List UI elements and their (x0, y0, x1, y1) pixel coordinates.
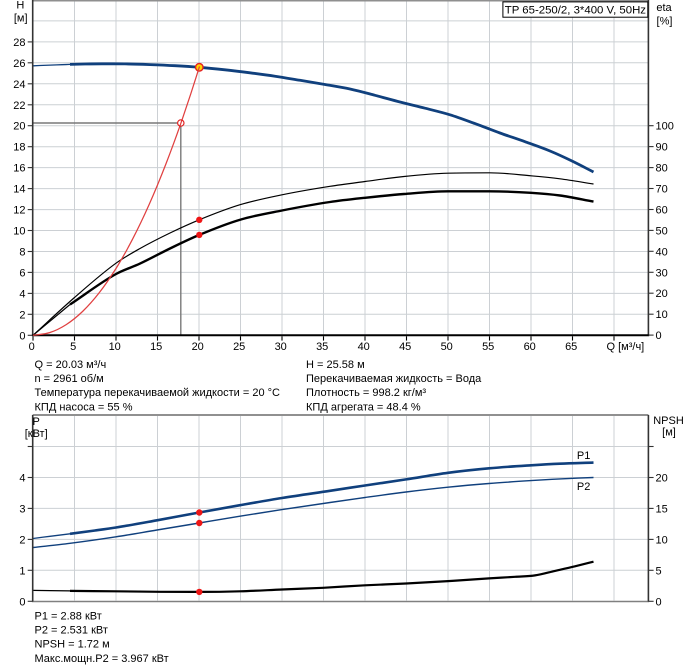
svg-text:60: 60 (656, 205, 668, 217)
svg-text:28: 28 (13, 37, 25, 49)
svg-text:40: 40 (656, 246, 668, 258)
svg-text:0: 0 (29, 341, 35, 353)
svg-text:NPSH: NPSH (653, 415, 684, 427)
svg-text:100: 100 (656, 121, 674, 133)
svg-text:TP 65-250/2, 3*400 V, 50Hz: TP 65-250/2, 3*400 V, 50Hz (505, 5, 647, 17)
svg-text:4: 4 (19, 473, 25, 485)
svg-text:10: 10 (656, 534, 668, 546)
svg-text:0: 0 (656, 330, 662, 342)
svg-text:55: 55 (482, 341, 494, 353)
svg-text:20: 20 (13, 121, 25, 133)
svg-text:P1 = 2.88 кВт: P1 = 2.88 кВт (35, 611, 102, 623)
svg-text:NPSH = 1.72 м: NPSH = 1.72 м (35, 639, 110, 651)
svg-text:H: H (16, 0, 24, 12)
svg-text:1: 1 (19, 565, 25, 577)
svg-text:20: 20 (192, 341, 204, 353)
svg-text:2: 2 (19, 309, 25, 321)
svg-text:35: 35 (316, 341, 328, 353)
svg-text:12: 12 (13, 205, 25, 217)
svg-text:14: 14 (13, 184, 25, 196)
svg-text:КПД агрегата = 48.4 %: КПД агрегата = 48.4 % (306, 401, 421, 413)
svg-text:[м]: [м] (14, 13, 28, 25)
svg-text:50: 50 (656, 225, 668, 237)
svg-text:Плотность = 998.2 кг/м³: Плотность = 998.2 кг/м³ (306, 387, 426, 399)
svg-text:30: 30 (275, 341, 287, 353)
svg-text:P: P (33, 416, 40, 428)
svg-text:4: 4 (19, 288, 25, 300)
svg-text:16: 16 (13, 163, 25, 175)
svg-text:45: 45 (399, 341, 411, 353)
svg-text:Q [м³/ч]: Q [м³/ч] (607, 341, 645, 353)
svg-text:H = 25.58 м: H = 25.58 м (306, 359, 365, 371)
svg-text:P2: P2 (577, 481, 590, 493)
svg-text:25: 25 (233, 341, 245, 353)
svg-text:15: 15 (656, 503, 668, 515)
svg-text:90: 90 (656, 142, 668, 154)
svg-text:50: 50 (441, 341, 453, 353)
svg-text:10: 10 (656, 309, 668, 321)
svg-text:Перекачиваемая жидкость = Вода: Перекачиваемая жидкость = Вода (306, 373, 482, 385)
svg-text:60: 60 (524, 341, 536, 353)
svg-text:20: 20 (656, 473, 668, 485)
svg-text:КПД насоса = 55 %: КПД насоса = 55 % (35, 401, 133, 413)
svg-text:18: 18 (13, 142, 25, 154)
svg-text:[кВт]: [кВт] (25, 428, 48, 440)
svg-text:70: 70 (656, 184, 668, 196)
svg-text:10: 10 (13, 226, 25, 238)
svg-text:30: 30 (656, 267, 668, 279)
svg-text:3: 3 (19, 503, 25, 515)
svg-text:5: 5 (656, 565, 662, 577)
svg-text:22: 22 (13, 100, 25, 112)
svg-text:40: 40 (358, 341, 370, 353)
svg-text:80: 80 (656, 163, 668, 175)
svg-text:8: 8 (19, 247, 25, 259)
svg-text:eta: eta (656, 2, 672, 14)
svg-text:0: 0 (656, 596, 662, 608)
svg-text:6: 6 (19, 267, 25, 279)
svg-text:n = 2961 об/м: n = 2961 об/м (35, 373, 104, 385)
svg-text:P2 = 2.531 кВт: P2 = 2.531 кВт (35, 625, 108, 637)
svg-text:2: 2 (19, 534, 25, 546)
svg-text:15: 15 (150, 341, 162, 353)
svg-text:10: 10 (109, 341, 121, 353)
svg-text:26: 26 (13, 58, 25, 70)
svg-text:20: 20 (656, 288, 668, 300)
svg-text:Температура перекачиваемой жид: Температура перекачиваемой жидкости = 20… (35, 387, 281, 399)
svg-text:P1: P1 (577, 450, 590, 462)
svg-text:[%]: [%] (657, 16, 673, 28)
svg-text:65: 65 (565, 341, 577, 353)
svg-text:Макс.мощн.P2 = 3.967 кВт: Макс.мощн.P2 = 3.967 кВт (35, 653, 169, 665)
svg-text:0: 0 (19, 596, 25, 608)
svg-text:0: 0 (19, 330, 25, 342)
svg-text:[м]: [м] (662, 427, 676, 439)
svg-text:5: 5 (70, 341, 76, 353)
svg-text:24: 24 (13, 79, 25, 91)
svg-text:Q = 20.03 м³/ч: Q = 20.03 м³/ч (35, 359, 107, 371)
